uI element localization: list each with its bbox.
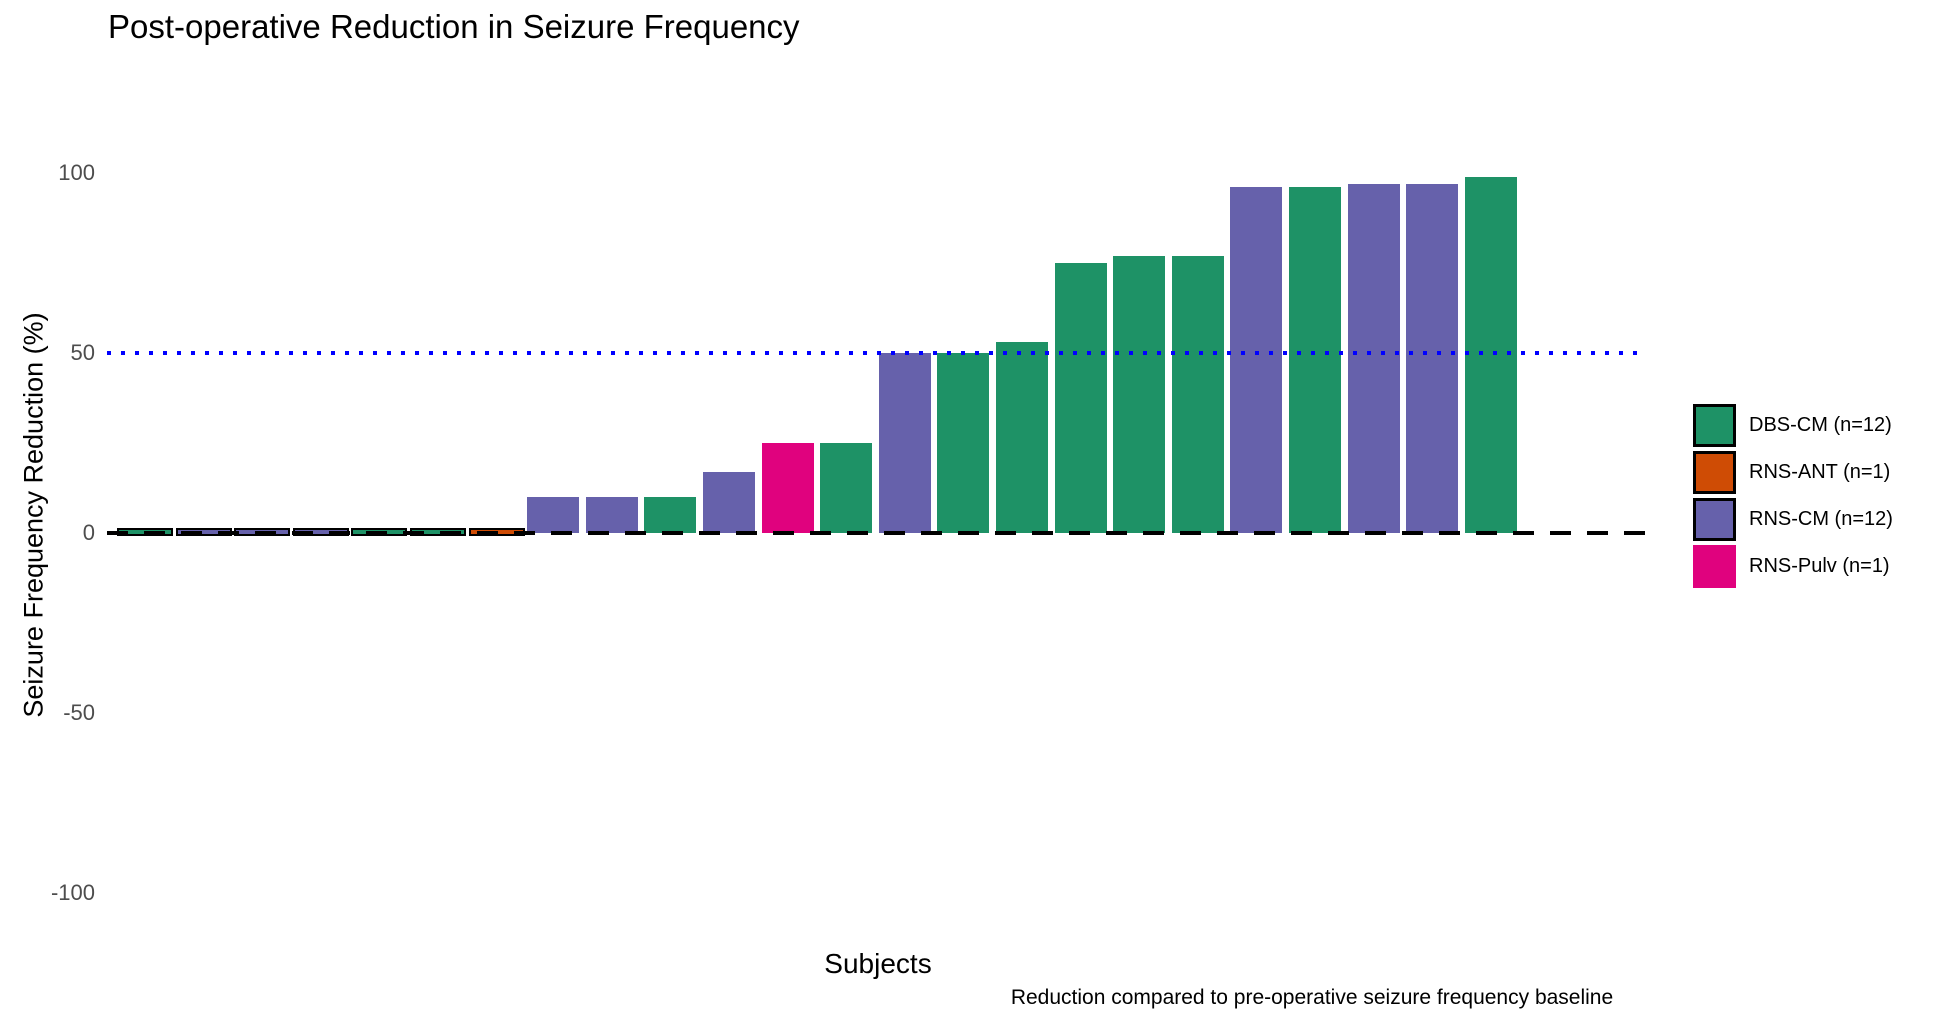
bar [527, 497, 580, 533]
legend-row: RNS-Pulv (n=1) [1693, 545, 1893, 588]
y-tick-label: -100 [50, 880, 95, 905]
legend: DBS-CM (n=12) RNS-ANT (n=1) RNS-CM (n=12) R… [1693, 404, 1893, 592]
legend-row: RNS-CM (n=12) [1693, 498, 1893, 541]
x-axis-title: Subjects [824, 948, 932, 979]
legend-label: RNS-ANT (n=1) [1749, 461, 1891, 483]
bar [1289, 187, 1341, 533]
legend-swatch [1693, 498, 1736, 541]
bar [1113, 255, 1166, 533]
bar [820, 443, 873, 533]
bar [703, 471, 755, 533]
y-tick-label: 100 [58, 160, 95, 185]
legend-swatch [1693, 404, 1736, 447]
legend-label: RNS-CM (n=12) [1749, 508, 1893, 530]
bar [1054, 263, 1107, 533]
y-tick-label: 0 [82, 520, 95, 545]
bar [996, 342, 1048, 533]
legend-row: RNS-ANT (n=1) [1693, 451, 1893, 494]
legend-label: DBS-CM (n=12) [1749, 414, 1892, 436]
bar [761, 443, 814, 533]
reference-line-50 [107, 351, 1646, 355]
legend-row: DBS-CM (n=12) [1693, 404, 1893, 447]
bar [937, 353, 990, 533]
chart-title: Post-operative Reduction in Seizure Freq… [108, 8, 800, 45]
y-axis-tick-labels: 100 50 0 -50 -100 [0, 162, 95, 904]
reference-line-0 [107, 531, 1646, 535]
legend-swatch [1693, 451, 1736, 494]
legend-swatch [1693, 545, 1736, 588]
bar [1230, 187, 1283, 533]
bar [1171, 255, 1224, 533]
y-tick-label: 50 [70, 340, 95, 365]
y-tick-label: -50 [63, 700, 95, 725]
bar [1347, 183, 1400, 533]
bar [585, 497, 638, 533]
legend-label: RNS-Pulv (n=1) [1749, 555, 1890, 577]
bar [1406, 183, 1459, 533]
plot-panel [107, 173, 1646, 893]
chart-caption: Reduction compared to pre-operative seiz… [1010, 986, 1614, 1009]
bar [878, 353, 931, 533]
bar [644, 497, 697, 533]
